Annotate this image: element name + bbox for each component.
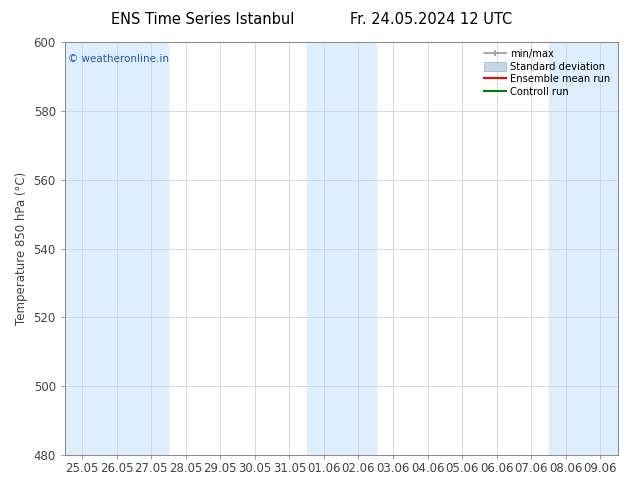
Text: © weatheronline.in: © weatheronline.in [68, 54, 169, 65]
Bar [307, 42, 376, 455]
Bar [65, 42, 169, 455]
Text: ENS Time Series Istanbul: ENS Time Series Istanbul [111, 12, 295, 27]
Bar [548, 42, 618, 455]
Text: Fr. 24.05.2024 12 UTC: Fr. 24.05.2024 12 UTC [350, 12, 512, 27]
Legend: min/max, Standard deviation, Ensemble mean run, Controll run: min/max, Standard deviation, Ensemble me… [482, 47, 612, 98]
Y-axis label: Temperature 850 hPa (°C): Temperature 850 hPa (°C) [15, 172, 28, 325]
